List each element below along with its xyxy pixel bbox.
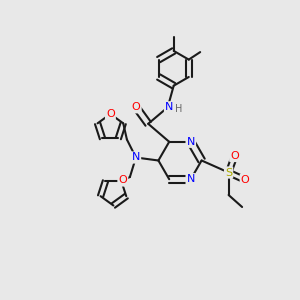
Text: S: S [225,167,232,178]
Text: N: N [132,152,140,163]
Text: O: O [106,109,115,119]
Text: O: O [230,151,239,161]
Text: N: N [187,174,195,184]
Text: O: O [241,175,250,185]
Text: O: O [118,176,127,185]
Text: N: N [165,102,173,112]
Text: N: N [187,137,195,147]
Text: H: H [175,104,182,114]
Text: O: O [132,102,141,112]
